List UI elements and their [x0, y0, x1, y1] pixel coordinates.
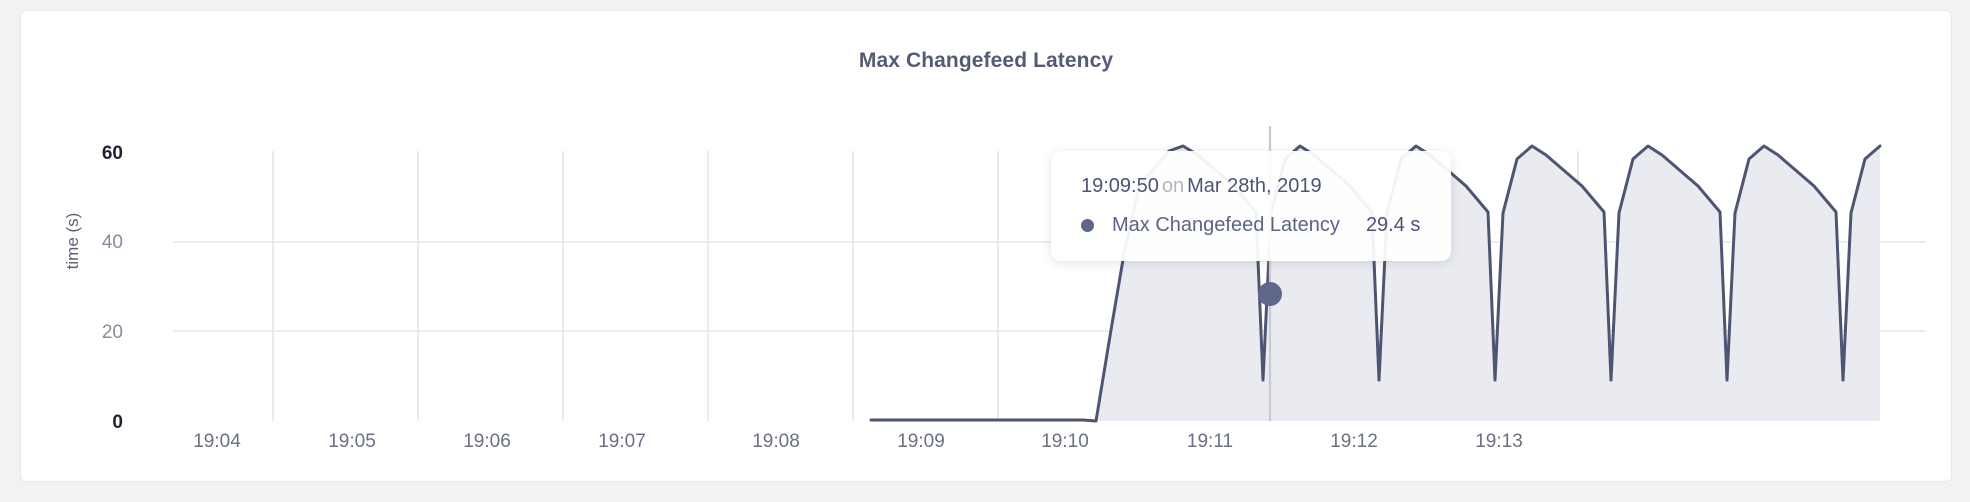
series-line [869, 144, 1882, 423]
tooltip-on-word: on [1161, 175, 1185, 197]
plot-canvas[interactable] [21, 11, 1953, 483]
y-tick-label-60: 60 [101, 143, 123, 164]
x-tick-label-9: 19:13 [1475, 431, 1523, 452]
y-tick-label-20: 20 [101, 322, 123, 343]
page-title: Max Changefeed Latency [858, 49, 1114, 72]
tooltip-timestamp-row: 19:09:50 on Mar 28th, 2019 [1081, 175, 1423, 198]
x-tick-label-2: 19:06 [463, 431, 511, 452]
x-tick-label-3: 19:07 [598, 431, 646, 452]
x-tick-label-0: 19:04 [193, 431, 241, 452]
y-tick-label-40: 40 [101, 232, 123, 253]
tooltip-series-value: 29.4 s [1365, 214, 1421, 236]
tooltip-series-row: Max Changefeed Latency 29.4 s [1081, 214, 1423, 237]
tooltip-series-name: Max Changefeed Latency [1112, 214, 1340, 236]
chart-card: Max Changefeed Latency time (s) 60 40 20… [20, 10, 1952, 482]
tooltip-time: 19:09:50 [1081, 175, 1159, 197]
plot-area[interactable]: time (s) 60 40 20 0 19:04 19:05 19:06 19… [21, 11, 1953, 483]
x-tick-label-7: 19:11 [1186, 431, 1234, 452]
hover-point-marker[interactable] [1258, 282, 1282, 306]
y-tick-label-0: 0 [112, 412, 123, 433]
x-tick-label-8: 19:12 [1330, 431, 1378, 452]
x-tick-label-5: 19:09 [897, 431, 945, 452]
series-color-dot-icon [1081, 219, 1094, 232]
x-tick-label-1: 19:05 [328, 431, 376, 452]
tooltip-date: Mar 28th, 2019 [1187, 175, 1322, 197]
x-tick-label-6: 19:10 [1041, 431, 1089, 452]
chart-tooltip: 19:09:50 on Mar 28th, 2019 Max Changefeed … [1051, 151, 1451, 261]
x-tick-label-4: 19:08 [752, 431, 800, 452]
